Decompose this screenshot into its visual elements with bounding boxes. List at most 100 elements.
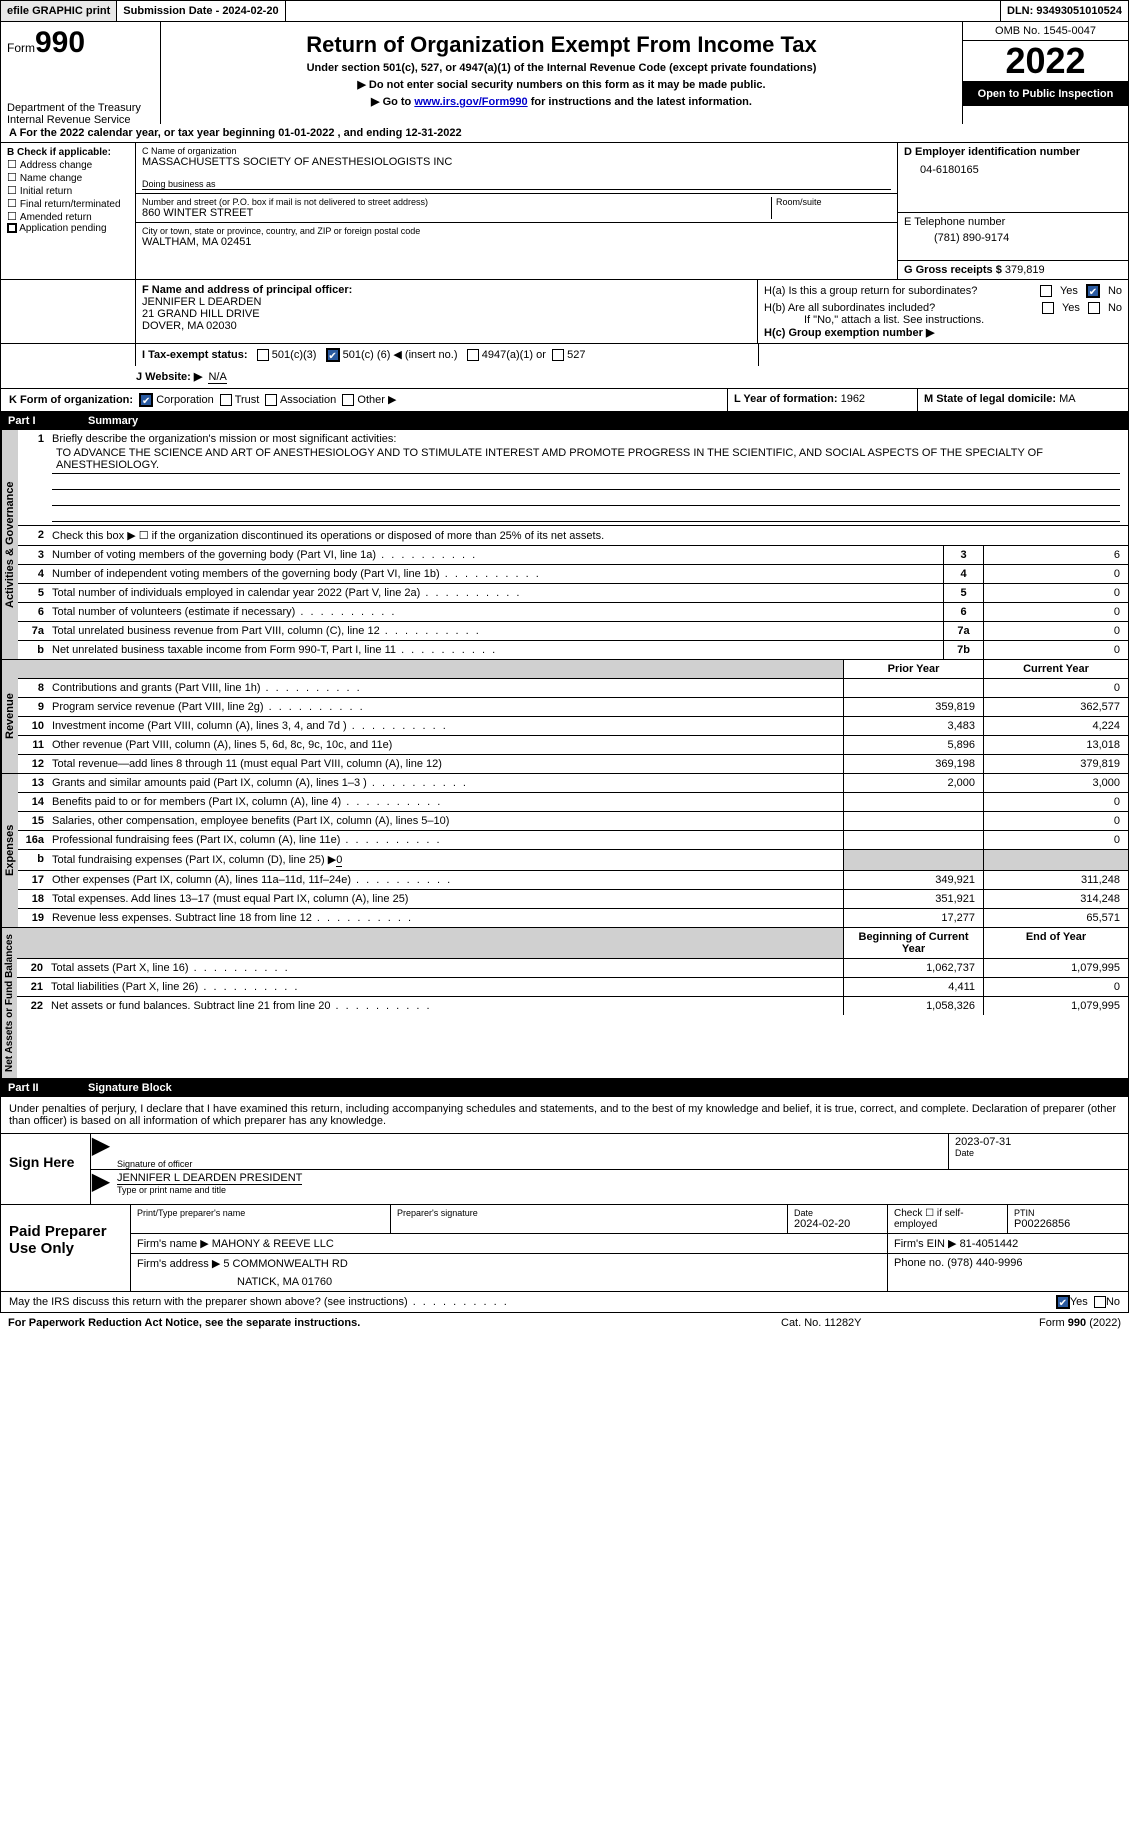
firm-name-label: Firm's name ▶ [137, 1238, 209, 1250]
j-label: J Website: ▶ [136, 371, 202, 383]
line-16b-text: Total fundraising expenses (Part IX, col… [52, 854, 336, 866]
city-value: WALTHAM, MA 02451 [142, 236, 891, 248]
section-bcd: B Check if applicable: Address change Na… [0, 143, 1129, 280]
line-17-prior: 349,921 [843, 871, 983, 889]
line-22-num: 22 [17, 997, 47, 1015]
line-16a-num: 16a [18, 831, 48, 849]
line-16b-prior-shade [843, 850, 983, 870]
chk-initial-return[interactable]: Initial return [7, 184, 129, 197]
prep-date-label: Date [794, 1208, 881, 1218]
efile-print-button[interactable]: efile GRAPHIC print [1, 1, 117, 21]
ha-no-checkbox[interactable]: ✔ [1086, 284, 1100, 298]
form-word: Form [7, 41, 35, 55]
line-19-num: 19 [18, 909, 48, 927]
line-22-end: 1,079,995 [983, 997, 1128, 1015]
i-501c-post: ) ◀ (insert no.) [387, 349, 458, 361]
line-8-prior [843, 679, 983, 697]
firm-name: MAHONY & REEVE LLC [212, 1238, 334, 1250]
may-discuss-text: May the IRS discuss this return with the… [9, 1296, 1056, 1308]
self-employed-check[interactable]: Check ☐ if self-employed [888, 1205, 1008, 1233]
line-20-end: 1,079,995 [983, 959, 1128, 977]
chk-final-return[interactable]: Final return/terminated [7, 197, 129, 210]
line-21-begin: 4,411 [843, 978, 983, 996]
i-527-checkbox[interactable] [552, 349, 564, 361]
org-name-label: C Name of organization [142, 146, 891, 156]
submission-date: Submission Date - 2024-02-20 [117, 1, 285, 21]
line-4-num: 4 [18, 565, 48, 583]
line-7b-num: b [18, 641, 48, 659]
chk-application-pending[interactable]: Application pending [7, 223, 129, 234]
may-yes-checkbox[interactable]: ✔ [1056, 1295, 1070, 1309]
line-14-label: Benefits paid to or for members (Part IX… [48, 793, 843, 811]
line-6-label: Total number of volunteers (estimate if … [48, 603, 943, 621]
line-8-num: 8 [18, 679, 48, 697]
line-3-label: Number of voting members of the governin… [48, 546, 943, 564]
part-ii-label: Part II [8, 1082, 88, 1094]
i-501c-checkbox[interactable]: ✔ [326, 348, 340, 362]
may-no-checkbox[interactable] [1094, 1296, 1106, 1308]
section-j: J Website: ▶ N/A [0, 366, 1129, 389]
chk-amended-return[interactable]: Amended return [7, 210, 129, 223]
line-5-num: 5 [18, 584, 48, 602]
officer-name: JENNIFER L DEARDEN [142, 296, 751, 308]
k-trust-label: Trust [235, 394, 260, 406]
prior-year-hdr: Prior Year [843, 660, 983, 678]
i-4947-checkbox[interactable] [467, 349, 479, 361]
k-trust-checkbox[interactable] [220, 394, 232, 406]
i-501c-pre: 501(c) ( [343, 349, 381, 361]
line-6-idx: 6 [943, 603, 983, 621]
line-9-prior: 359,819 [843, 698, 983, 716]
line-7b-idx: 7b [943, 641, 983, 659]
line-10-num: 10 [18, 717, 48, 735]
hb-no-checkbox[interactable] [1088, 302, 1100, 314]
line-20-begin: 1,062,737 [843, 959, 983, 977]
ptin-label: PTIN [1014, 1208, 1122, 1218]
form990-link[interactable]: www.irs.gov/Form990 [414, 96, 527, 108]
firm-addr2: NATICK, MA 01760 [137, 1270, 881, 1288]
hb-yes-checkbox[interactable] [1042, 302, 1054, 314]
officer-addr1: 21 GRAND HILL DRIVE [142, 308, 751, 320]
form-header: Form990 Department of the Treasury Inter… [0, 22, 1129, 124]
firm-ein: 81-4051442 [960, 1238, 1019, 1250]
line-8-current: 0 [983, 679, 1128, 697]
m-value: MA [1059, 393, 1076, 405]
phone-label: E Telephone number [904, 216, 1122, 228]
sign-here-block: Sign Here ▶ Signature of officer 2023-07… [0, 1134, 1129, 1205]
line-5-value: 0 [983, 584, 1128, 602]
preparer-name-label: Print/Type preparer's name [137, 1208, 384, 1218]
line-17-num: 17 [18, 871, 48, 889]
summary-expenses: Expenses 13Grants and similar amounts pa… [0, 774, 1129, 928]
chk-address-change[interactable]: Address change [7, 158, 129, 171]
k-corp-checkbox[interactable]: ✔ [139, 393, 153, 407]
col-de: D Employer identification number 04-6180… [898, 143, 1128, 279]
k-other-checkbox[interactable] [342, 394, 354, 406]
line-14-current: 0 [983, 793, 1128, 811]
col-b-label: B Check if applicable: [7, 147, 129, 158]
l-label: L Year of formation: [734, 393, 838, 405]
line-5-idx: 5 [943, 584, 983, 602]
hb-note: If "No," attach a list. See instructions… [764, 314, 1122, 326]
i-501c3-checkbox[interactable] [257, 349, 269, 361]
line-6-num: 6 [18, 603, 48, 621]
firm-phone: (978) 440-9996 [947, 1257, 1022, 1269]
tax-year: 2022 [963, 41, 1128, 82]
k-assoc-checkbox[interactable] [265, 394, 277, 406]
declaration-text: Under penalties of perjury, I declare th… [0, 1097, 1129, 1134]
line-3-value: 6 [983, 546, 1128, 564]
mission-blank-3 [52, 506, 1120, 522]
city-label: City or town, state or province, country… [142, 226, 891, 236]
line-13-prior: 2,000 [843, 774, 983, 792]
ha-label: H(a) Is this a group return for subordin… [764, 285, 1032, 297]
ha-yes-checkbox[interactable] [1040, 285, 1052, 297]
line-13-current: 3,000 [983, 774, 1128, 792]
chk-name-change[interactable]: Name change [7, 171, 129, 184]
irs-label: Internal Revenue Service [7, 114, 154, 126]
i-501c3-label: 501(c)(3) [272, 349, 317, 361]
line-5-label: Total number of individuals employed in … [48, 584, 943, 602]
line-20-num: 20 [17, 959, 47, 977]
may-yes-label: Yes [1070, 1296, 1088, 1308]
na-hdr-label [47, 928, 843, 958]
chk-app-pending-label: Application pending [19, 223, 106, 234]
line-1-label: Briefly describe the organization's miss… [52, 433, 1120, 445]
line-15-prior [843, 812, 983, 830]
